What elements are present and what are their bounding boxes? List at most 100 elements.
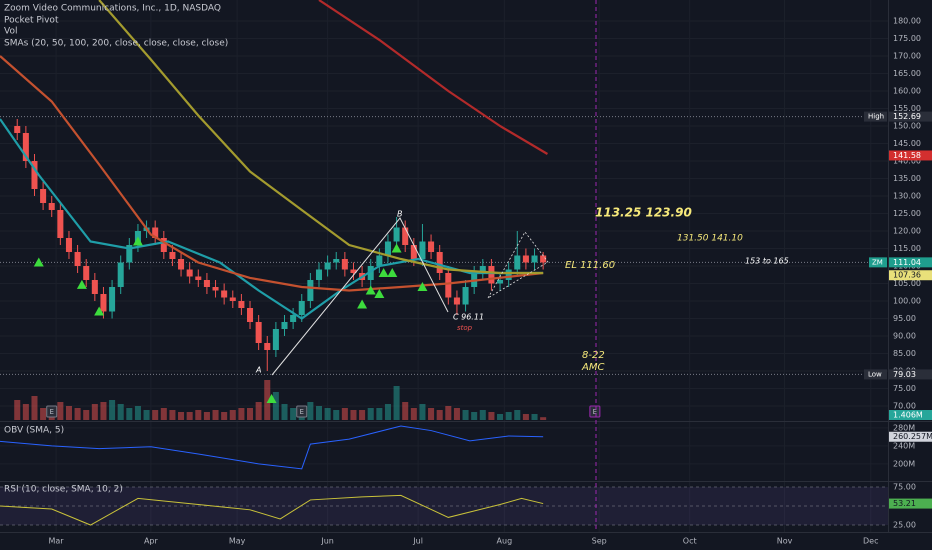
candle-body <box>402 227 409 245</box>
rsi-tag <box>889 498 932 509</box>
volume-bar <box>341 408 348 420</box>
candle-body <box>505 269 512 280</box>
volume-bar <box>57 402 64 420</box>
candle-body <box>341 259 348 270</box>
volume-bar <box>402 402 409 420</box>
y-tick-label: 100.00 <box>893 297 921 306</box>
chart-title: Zoom Video Communications, Inc., 1D, NAS… <box>4 4 221 14</box>
y-tick-label: 240M <box>893 441 915 450</box>
price-tag-name-text: High <box>868 113 884 121</box>
candle-body <box>195 276 202 280</box>
price-tag <box>889 150 932 161</box>
grid <box>0 116 888 526</box>
volume-bar <box>117 404 124 420</box>
volume-bar <box>134 406 141 420</box>
candle-body <box>462 287 469 305</box>
indicator-label: Vol <box>4 27 17 37</box>
y-tick-label: 145.00 <box>893 139 921 148</box>
candle-body <box>91 280 98 294</box>
volume-bar <box>178 412 185 420</box>
volume-bar <box>264 380 271 420</box>
volume-bar <box>195 410 202 420</box>
candle-body <box>74 252 81 266</box>
earnings-marker <box>296 405 308 418</box>
volume-bar <box>453 408 460 420</box>
volume-bar <box>65 406 72 420</box>
candle-body <box>410 245 417 259</box>
annotation: stop <box>457 324 473 332</box>
volume-bar <box>109 400 116 420</box>
indicator-label: Pocket Pivot <box>4 16 59 26</box>
obv-tag <box>889 431 932 442</box>
candle-body <box>436 252 443 273</box>
price-tag-name <box>869 257 887 268</box>
annotation: 153 to 165 <box>745 257 789 266</box>
candle-body <box>247 308 254 322</box>
volume-tag-label: 1.406M <box>893 411 923 420</box>
candle-body <box>169 252 176 259</box>
pocket-pivot <box>33 257 44 267</box>
y-tick-label: 165.00 <box>893 69 921 78</box>
candle-body <box>229 297 236 301</box>
candle-body <box>203 280 210 287</box>
y-tick-label: 155.00 <box>893 104 921 113</box>
earnings-marker <box>46 405 58 418</box>
candle-body <box>212 287 219 291</box>
price-tag-name-text: Low <box>868 370 882 378</box>
volume-bar <box>367 408 374 420</box>
annotation: B <box>397 210 403 219</box>
volume-bar <box>307 402 314 420</box>
volume-bar <box>169 410 176 420</box>
price-tag-name-text: ZM <box>872 258 883 266</box>
x-tick-label: Apr <box>144 537 159 546</box>
abc-pattern <box>271 217 449 376</box>
y-tick-label: 120.00 <box>893 227 921 236</box>
volume-bar <box>22 404 29 420</box>
candle-body <box>255 322 262 343</box>
price-tag <box>889 270 932 281</box>
rsi-line <box>0 494 544 526</box>
volume-bar <box>410 408 417 420</box>
candle-body <box>419 241 426 259</box>
candle-body <box>514 255 521 270</box>
y-tick-label: 150.00 <box>893 122 921 131</box>
volume-bar <box>229 410 236 420</box>
x-tick-label: Jun <box>320 537 334 546</box>
obv-line <box>0 425 544 470</box>
annotation: EL 111.60 <box>565 260 615 271</box>
pocket-pivot <box>266 394 277 403</box>
volume-bar <box>359 410 366 420</box>
y-tick-label: 75.00 <box>893 384 916 393</box>
candle-body <box>531 255 538 263</box>
x-tick-label: Aug <box>497 537 513 546</box>
pocket-pivot <box>94 306 105 316</box>
candle-body <box>109 287 116 312</box>
volume-bar <box>540 417 547 420</box>
annotation: C 96.11 <box>453 313 484 322</box>
y-tick-label: 160.00 <box>893 87 921 96</box>
price-tag <box>889 257 932 268</box>
volume-bar <box>255 402 262 420</box>
candle-body <box>186 269 193 277</box>
price-tag-value: 111.04 <box>893 258 921 267</box>
volume-bar <box>238 408 245 420</box>
y-tick-label: 85.00 <box>893 349 916 358</box>
x-tick-label: Dec <box>863 537 878 546</box>
candle-body <box>238 301 245 308</box>
volume-bar <box>428 408 435 420</box>
y-tick-label: 130.00 <box>893 192 921 201</box>
x-tick-label: Sep <box>592 537 607 546</box>
candle-body <box>281 322 288 329</box>
y-tick-label: 180.00 <box>893 17 921 26</box>
volume-bar <box>393 386 400 420</box>
candle-body <box>350 269 357 273</box>
x-tick-label: Oct <box>683 537 697 546</box>
y-tick-label: 90.00 <box>893 332 916 341</box>
y-tick-label: 70.00 <box>893 402 916 411</box>
candle-body <box>290 315 297 322</box>
volume-bar <box>160 408 167 420</box>
candle-body <box>126 245 133 263</box>
x-tick-label: Nov <box>777 537 793 546</box>
indicator-label: SMAs (20, 50, 100, 200, close, close, cl… <box>4 39 228 49</box>
